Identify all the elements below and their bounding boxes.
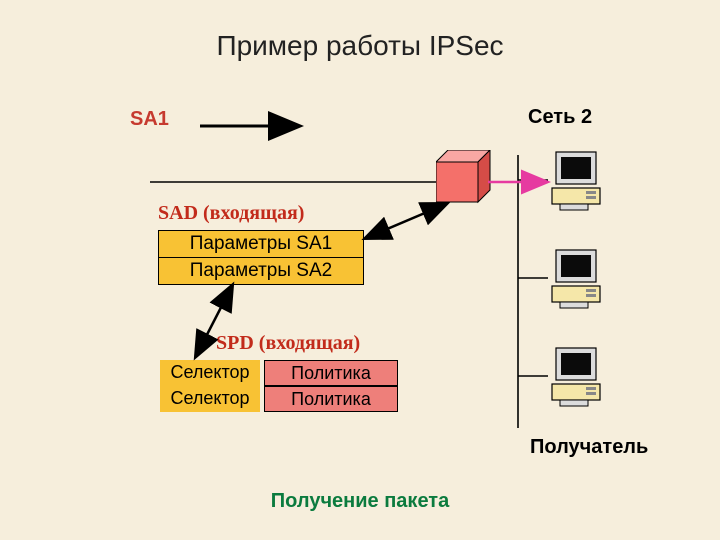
sad-row: Параметры SA2 <box>158 258 364 285</box>
spd-table: Селектор Политика Селектор Политика <box>160 360 398 412</box>
sad-row: Параметры SA1 <box>158 230 364 258</box>
spd-row: Селектор Политика <box>160 386 398 412</box>
router-cube <box>436 150 496 210</box>
computer-icon <box>548 246 612 310</box>
sad-title: SAD (входящая) <box>158 202 304 225</box>
computer-icon <box>548 148 612 212</box>
computer-icon <box>548 344 612 408</box>
sad-table: Параметры SA1 Параметры SA2 <box>158 230 364 285</box>
receiver-label: Получатель <box>530 436 648 459</box>
spd-row: Селектор Политика <box>160 360 398 386</box>
spd-selector-cell: Селектор <box>160 360 260 386</box>
spd-policy-cell: Политика <box>264 360 398 386</box>
spd-selector-cell: Селектор <box>160 386 260 412</box>
page-title: Пример работы IPSec <box>0 30 720 62</box>
spd-title: SPD (входящая) <box>216 332 360 355</box>
sa1-label: SA1 <box>130 108 169 131</box>
network2-label: Сеть 2 <box>528 106 592 129</box>
spd-policy-cell: Политика <box>264 386 398 412</box>
footer-caption: Получение пакета <box>0 490 720 513</box>
